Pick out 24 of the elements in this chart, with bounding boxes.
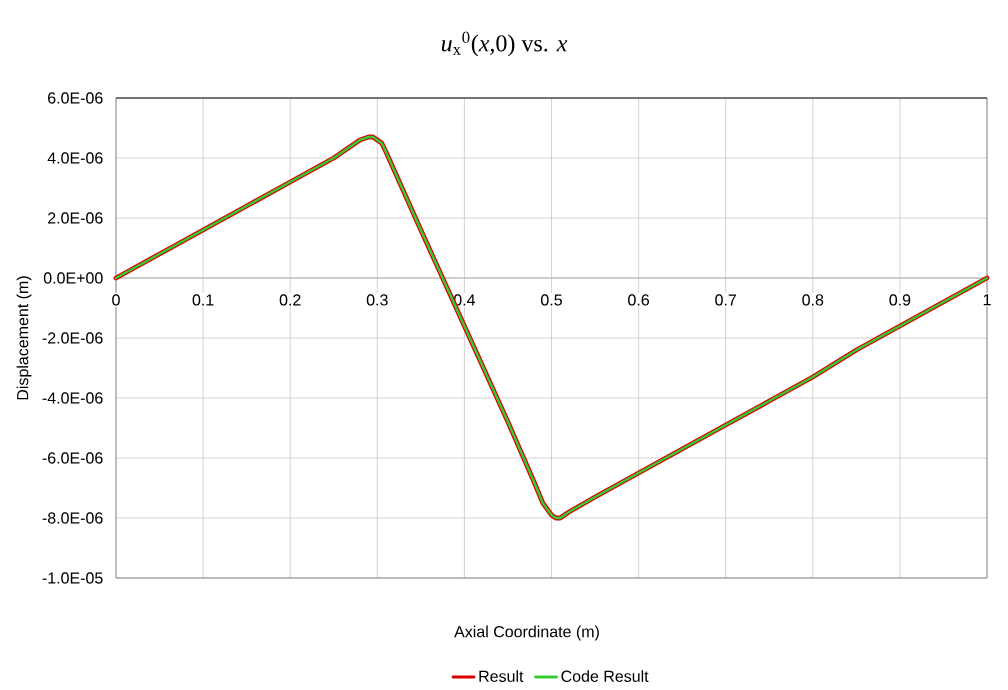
x-axis-title: Axial Coordinate (m)	[454, 625, 599, 641]
legend-label: Result	[479, 670, 524, 682]
chart-title: u$_{x}$$^{0}$(x,0) vs. x	[441, 31, 568, 57]
legend-label: Code Result	[561, 670, 649, 682]
x-tick-label: 0.8	[802, 294, 824, 306]
x-tick-label: 0.9	[889, 294, 911, 306]
x-tick-label: 0	[112, 294, 120, 306]
y-axis-title: Displacement (m)	[16, 276, 32, 400]
x-tick-label: 0.6	[628, 294, 650, 306]
y-tick-label: -2.0E-06	[42, 332, 103, 344]
y-tick-label: -4.0E-06	[42, 392, 103, 404]
x-tick-label: 0.1	[192, 294, 214, 306]
x-tick-label: 0.5	[541, 294, 562, 306]
x-tick-label: 0.3	[366, 294, 388, 306]
y-tick-label: 6.0E-06	[48, 92, 103, 104]
y-tick-label: -6.0E-06	[42, 452, 103, 464]
y-tick-label: 0.0E+00	[43, 272, 103, 284]
y-tick-label: -1.0E-05	[42, 572, 103, 584]
y-tick-label: -8.0E-06	[42, 512, 103, 524]
x-tick-label: 0.7	[715, 294, 737, 306]
y-tick-label: 4.0E-06	[47, 152, 103, 164]
x-tick-label: 1	[983, 294, 991, 306]
y-tick-label: 2.0E-06	[48, 212, 103, 224]
x-tick-label: 0.2	[279, 294, 301, 306]
